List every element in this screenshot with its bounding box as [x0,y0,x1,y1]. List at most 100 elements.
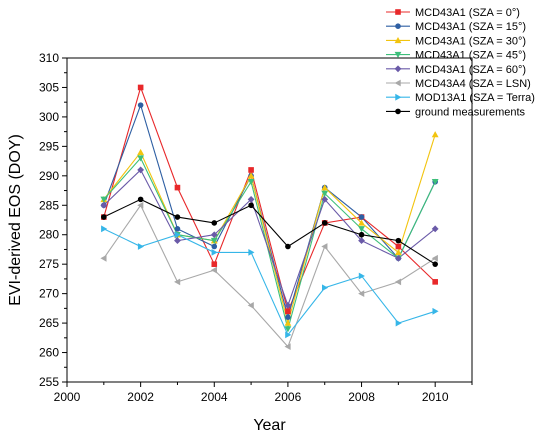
data-point [101,225,108,233]
legend-label: MOD13A1 (SZA = Terra) [415,92,535,104]
data-point [101,214,107,220]
data-point [284,343,291,351]
y-tick-label: 265 [39,316,59,330]
series-line [103,204,436,348]
legend-marker [394,51,402,58]
y-tick-label: 270 [39,287,59,301]
x-tick-label: 2002 [127,390,154,404]
data-point [137,155,145,162]
data-point [248,249,255,256]
data-point [394,254,402,262]
data-point [432,279,438,285]
data-point [321,184,329,191]
data-point [174,184,181,191]
data-point [321,220,328,226]
y-tick-label: 295 [39,139,59,153]
data-point [285,243,291,250]
data-point [137,243,145,250]
data-point [211,220,218,226]
series-line [103,169,436,308]
data-point [174,214,181,220]
x-tick-label: 2010 [422,390,449,404]
data-point [284,302,292,309]
y-tick-label: 275 [39,257,59,271]
y-tick-label: 305 [39,80,59,94]
data-point [211,249,218,256]
data-point [285,314,291,321]
legend: MCD43A1 (SZA = 0°) MCD43A1 (SZA = 15°) MCD… [386,7,535,118]
y-tick-label: 255 [39,375,59,389]
y-tick-label: 285 [39,198,59,212]
data-point [321,243,328,250]
data-point [394,249,402,256]
plot-lines [103,85,436,348]
data-point [358,272,365,280]
plot-frame [66,57,473,383]
data-point [210,237,218,245]
data-point [358,214,365,220]
data-point [431,131,439,138]
legend-label: ground measurements [415,106,526,118]
y-axis-title: EVI-derived EOS (DOY) [7,134,24,306]
x-axis-title: Year [253,417,286,434]
legend-label: MCD43A1 (SZA = 30°) [415,35,526,47]
data-point [285,308,291,315]
data-point [284,326,292,333]
legend-marker [395,9,401,15]
data-point [137,166,145,174]
series-line [103,157,436,332]
data-point [358,231,365,238]
legend-marker [395,93,402,101]
data-point [248,167,254,173]
series-line [103,228,436,336]
legend-marker [394,37,402,44]
x-tick-label: 2006 [275,390,302,404]
data-point [174,278,181,286]
series-line [103,85,436,314]
data-point [394,278,402,286]
data-point [248,202,254,209]
data-point [431,254,438,262]
data-point [431,178,439,186]
data-point [247,178,255,186]
data-point [100,201,108,209]
data-point [174,226,181,232]
data-point [358,237,365,245]
y-tick-label: 310 [39,51,59,65]
data-point [285,331,292,339]
data-point [321,195,329,203]
data-point [247,195,255,203]
data-point [321,190,329,197]
x-tick-label: 2004 [201,390,228,404]
legend-label: MCD43A1 (SZA = 45°) [415,50,526,62]
data-point [395,319,402,327]
legend-marker [395,108,401,115]
data-point [137,196,144,203]
data-point [100,196,108,203]
y-tick-label: 280 [39,228,59,242]
data-point [174,231,181,239]
y-tick-label: 260 [39,346,59,360]
data-point [395,243,402,250]
data-point [174,237,181,245]
legend-marker [395,23,401,30]
data-point [247,302,254,309]
data-point [137,148,145,155]
data-point [100,254,107,262]
data-point [431,225,439,233]
data-point [432,307,439,315]
data-point [322,284,329,292]
data-point [211,243,218,250]
data-point [358,290,365,298]
data-point [358,226,365,233]
data-point [137,201,144,209]
data-point [358,219,365,226]
data-point [284,319,292,326]
data-point [247,172,255,179]
series-line [103,198,436,265]
x-tick-label: 2008 [348,390,375,404]
data-point [210,231,218,239]
x-axis: 2000 2002 2004 2006 2008 2010 [54,382,473,404]
data-point [432,261,438,267]
